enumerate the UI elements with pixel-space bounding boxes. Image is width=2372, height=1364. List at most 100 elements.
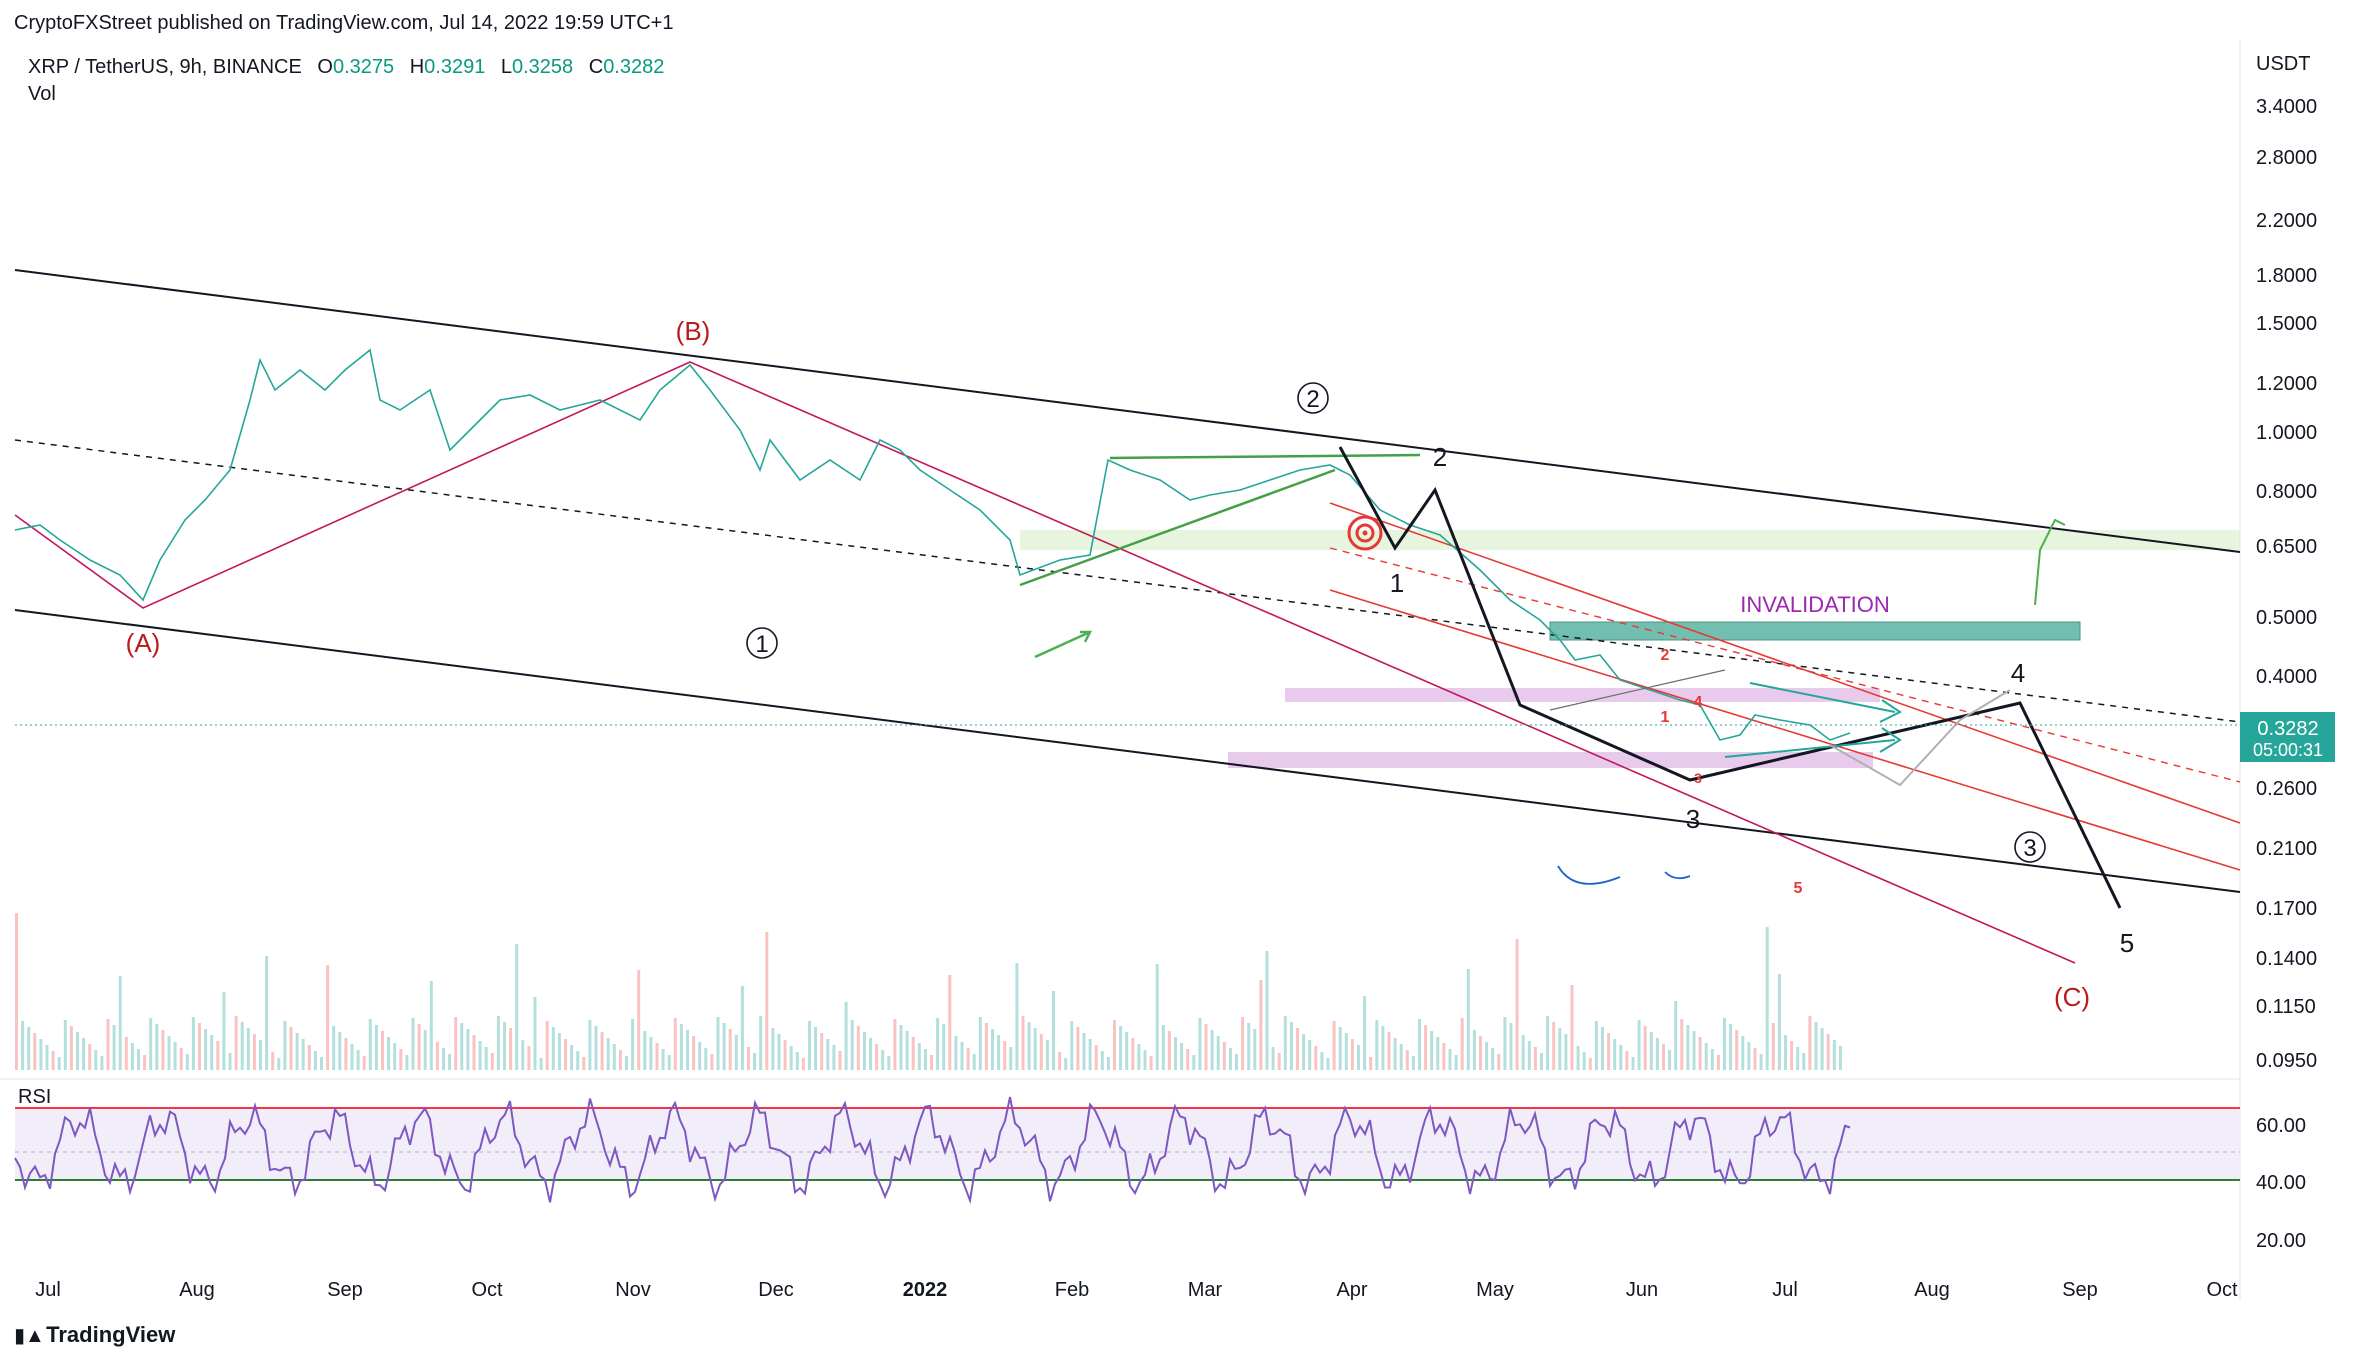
countdown-value: 05:00:31: [2253, 740, 2323, 760]
volume-legend[interactable]: Vol: [28, 83, 56, 105]
volume-bar: [1320, 1052, 1324, 1070]
volume-bar: [259, 1040, 262, 1070]
time-tick-label: Mar: [1188, 1279, 1223, 1301]
volume-bar: [265, 956, 269, 1070]
price-tick-label: 0.2600: [2256, 778, 2317, 800]
volume-bar: [240, 1022, 244, 1070]
volume-bar: [27, 1027, 31, 1070]
volume-bar: [917, 1043, 921, 1070]
volume-bar: [1253, 1029, 1257, 1070]
grey-path: [1829, 689, 2011, 787]
volume-bar: [185, 1054, 189, 1070]
volume-bar: [15, 913, 18, 1070]
volume-bar: [1680, 1019, 1684, 1070]
volume-bar: [1643, 1026, 1647, 1070]
volume-bar: [1625, 1051, 1629, 1070]
volume-bar: [551, 1027, 555, 1070]
volume-bar: [1338, 1027, 1342, 1070]
volume-bar: [539, 1058, 543, 1070]
volume-bar: [1326, 1058, 1330, 1070]
volume-bar: [679, 1024, 683, 1070]
tradingview-wordmark: TradingView: [46, 1322, 176, 1347]
volume-bar: [124, 1037, 128, 1070]
price-tick-label: 0.5000: [2256, 607, 2317, 629]
volume-bar: [1601, 1027, 1604, 1070]
time-tick-label: Jul: [35, 1279, 61, 1301]
time-tick-label: Oct: [471, 1279, 503, 1301]
volume-bar: [1149, 1056, 1153, 1070]
volume-bar: [1594, 1021, 1598, 1070]
volume-bar: [1088, 1039, 1092, 1070]
rsi-tick-label: 20.00: [2256, 1230, 2306, 1252]
volume-bar: [618, 1050, 622, 1070]
time-tick-label: 2022: [903, 1279, 948, 1301]
volume-bar: [393, 1043, 397, 1070]
volume-bar: [771, 1028, 775, 1070]
target-icon: [1347, 515, 1383, 551]
price-tick-label: 1.5000: [2256, 313, 2317, 335]
volume-bar: [564, 1039, 567, 1070]
small-wave-1: 1: [1661, 709, 1670, 726]
volume-bar: [1564, 1034, 1568, 1070]
volume-bar: [881, 1050, 885, 1070]
volume-bar: [1186, 1049, 1190, 1070]
volume-bar: [557, 1033, 561, 1070]
circle-wave-3: 3: [2023, 835, 2036, 862]
small-wave-4: 4: [1694, 694, 1703, 711]
volume-bar: [204, 1029, 208, 1070]
small-wave-3: 3: [1694, 770, 1702, 786]
time-tick-label: Dec: [758, 1279, 794, 1301]
volume-bar: [137, 1049, 140, 1070]
volume-bar: [1411, 1056, 1415, 1070]
time-tick-label: Sep: [327, 1279, 363, 1301]
volume-bar: [1180, 1043, 1184, 1070]
volume-bar: [612, 1044, 616, 1070]
volume-bar: [472, 1035, 476, 1070]
volume-bar: [466, 1029, 470, 1070]
volume-bar: [228, 1053, 232, 1070]
resistance-zone-purple: [1285, 688, 1880, 702]
volume-bar: [1820, 1028, 1824, 1070]
volume-bar: [1448, 1049, 1452, 1070]
volume-bar: [1418, 1019, 1421, 1070]
price-axis[interactable]: 3.4000 2.8000 2.2000 1.8000 1.5000 1.2000 1.00…: [2256, 96, 2317, 1072]
symbol-legend[interactable]: XRP / TetherUS, 9h, BINANCE O0.3275 H0.3…: [28, 56, 664, 79]
volume-bar: [387, 1037, 391, 1070]
volume-bar: [1588, 1058, 1592, 1070]
volume-bar: [1332, 1021, 1336, 1070]
volume-bar: [1686, 1025, 1690, 1070]
tradingview-logo[interactable]: ▮▲ TradingView: [14, 1322, 175, 1348]
volume-bar: [899, 1025, 903, 1070]
volume-bar: [1143, 1050, 1147, 1070]
volume-bar: [1094, 1045, 1098, 1070]
volume-bar: [326, 965, 330, 1070]
time-axis[interactable]: Jul Aug Sep Oct Nov Dec 2022 Feb Mar Apr May Jun Jul…: [35, 1279, 2238, 1301]
volume-bar: [893, 1019, 897, 1070]
volume-bar: [1637, 1020, 1641, 1070]
volume-bar: [1314, 1046, 1318, 1070]
volume-bar: [1741, 1036, 1745, 1070]
volume-bar: [301, 1039, 305, 1070]
volume-bar: [1607, 1033, 1611, 1070]
volume-bar: [1710, 1049, 1714, 1070]
volume-bar: [673, 1018, 677, 1070]
volume-bar: [966, 1048, 970, 1070]
volume-bar: [155, 1024, 159, 1070]
price-tick-label: 0.2100: [2256, 838, 2317, 860]
volume-bar: [533, 997, 537, 1070]
volume-bar: [1125, 1032, 1129, 1070]
volume-bar: [1003, 1041, 1007, 1070]
volume-bar: [1033, 1028, 1037, 1070]
support-zone-green: [1020, 530, 2240, 550]
volume-bar: [51, 1051, 55, 1070]
volume-bar: [710, 1054, 714, 1070]
volume-bar: [1668, 1050, 1672, 1070]
rsi-tick-label: 40.00: [2256, 1172, 2306, 1194]
volume-bar: [862, 1032, 866, 1070]
volume-bar: [1479, 1036, 1482, 1070]
volume-bar: [942, 1024, 946, 1070]
rsi-axis: 60.00 40.00 20.00: [2256, 1115, 2306, 1252]
volume-bar: [1204, 1024, 1208, 1070]
volume-bar: [722, 1023, 726, 1070]
